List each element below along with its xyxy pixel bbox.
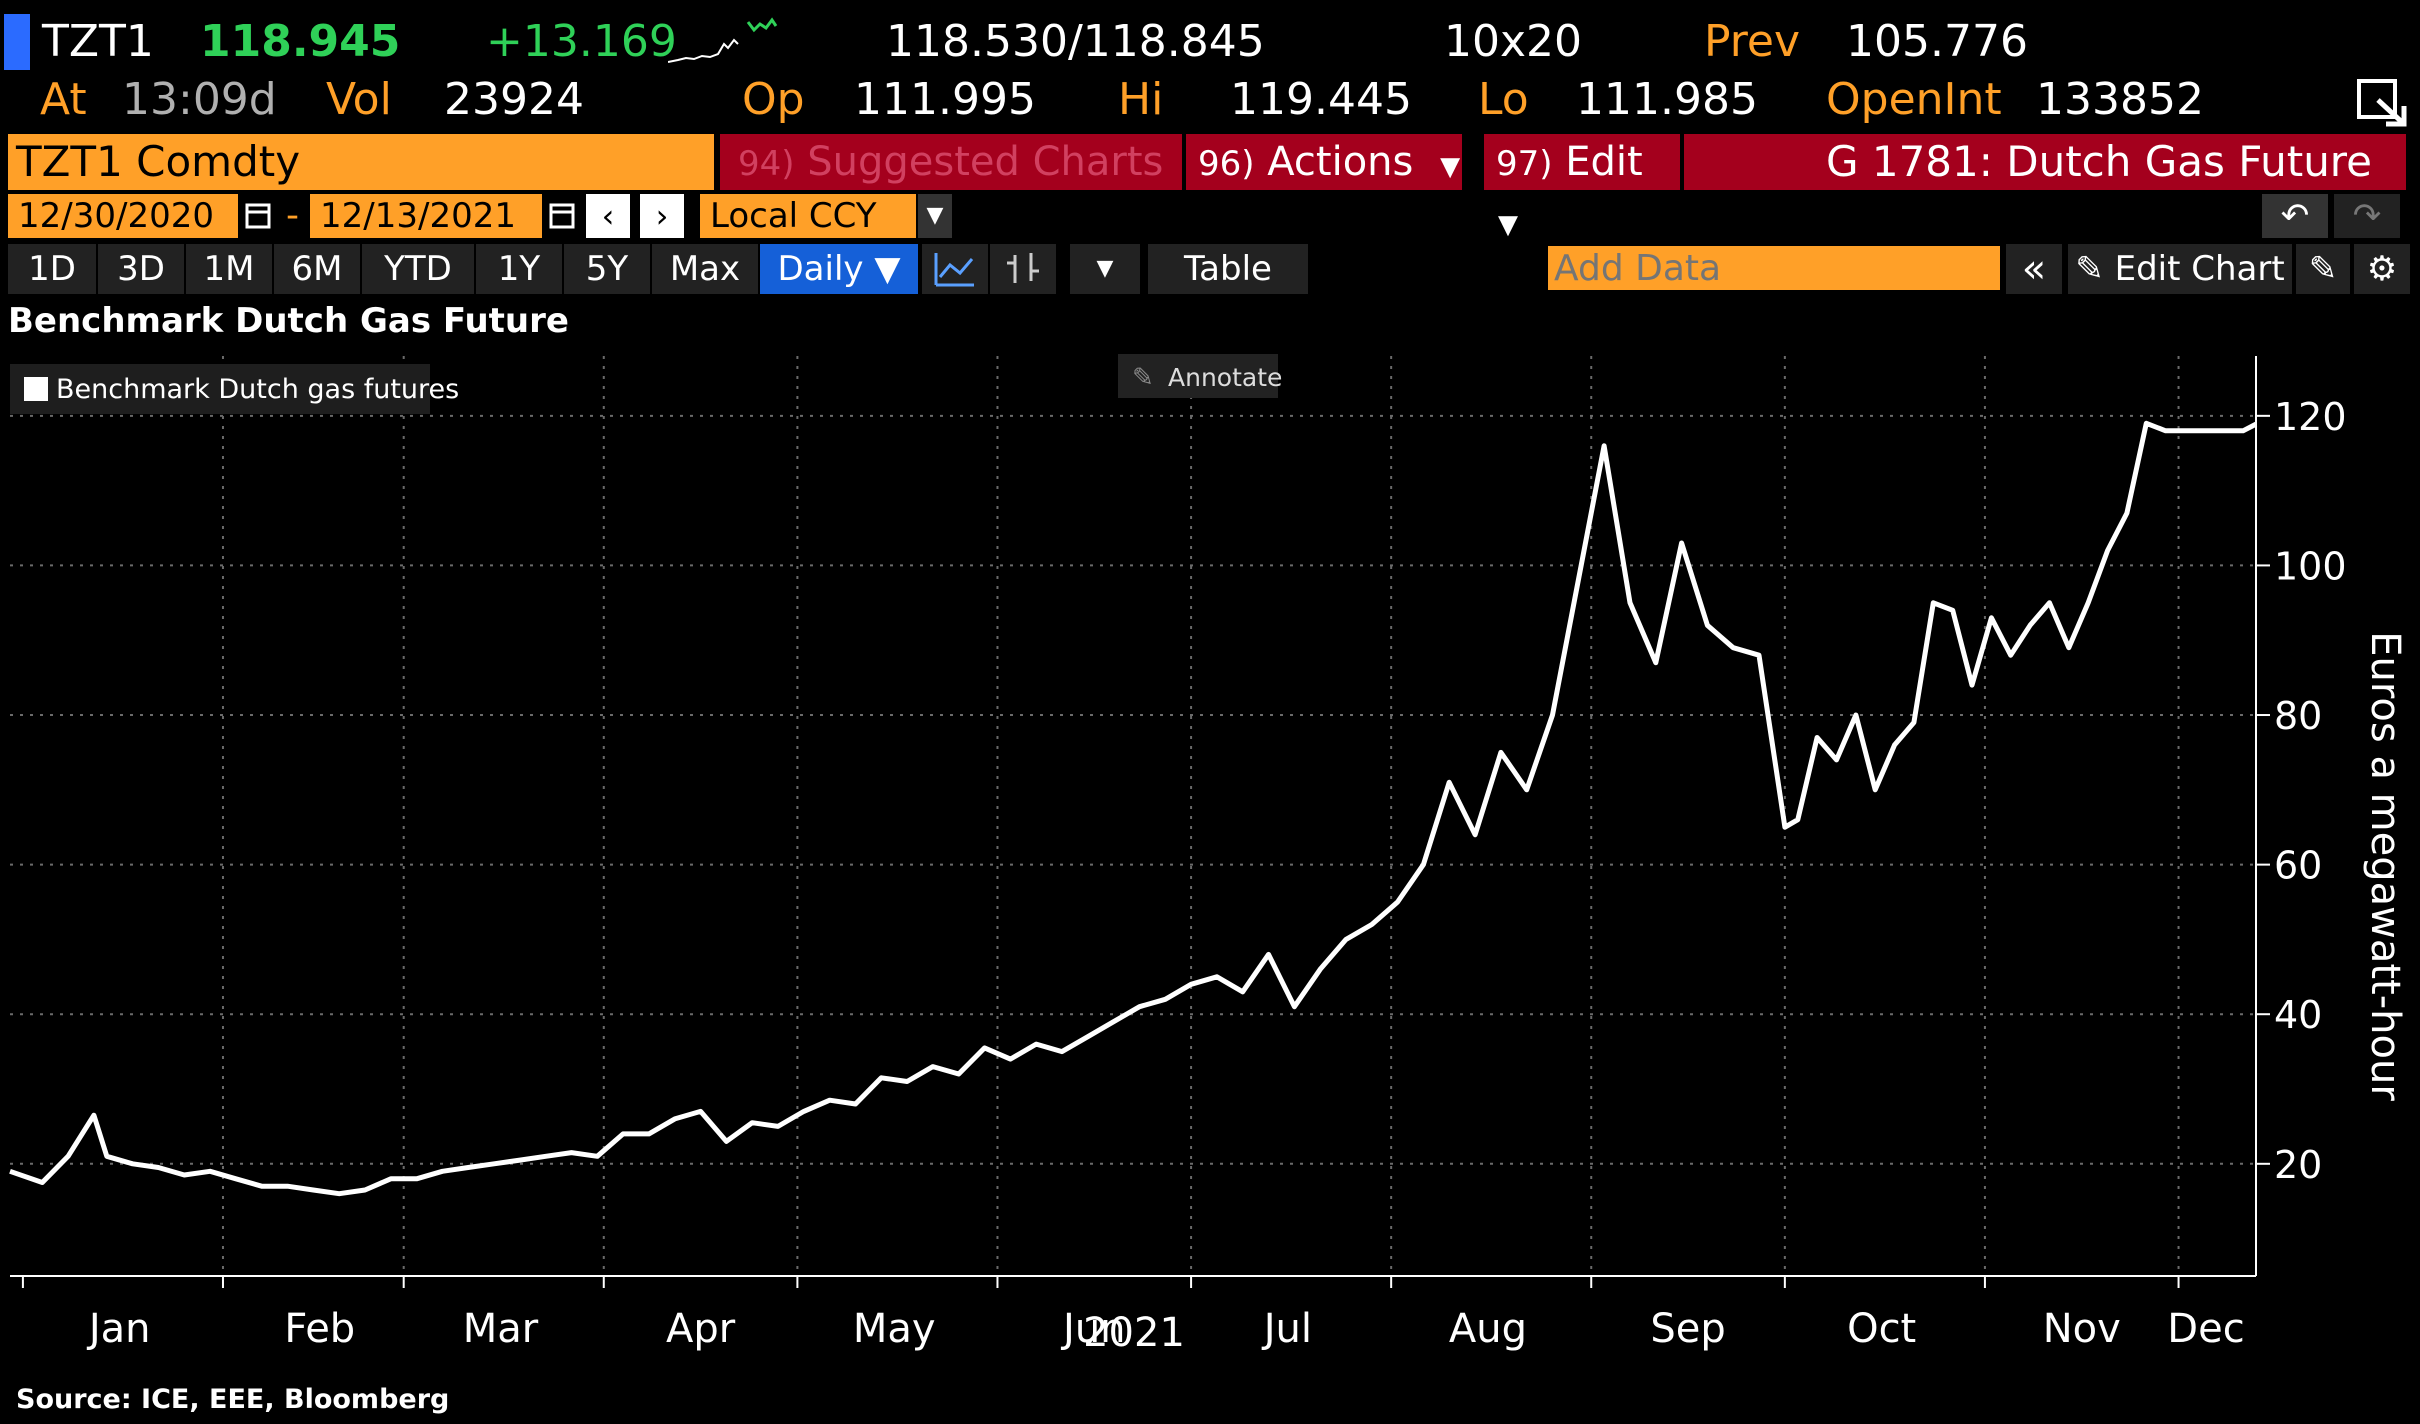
redo-icon[interactable]: ↷: [2334, 194, 2400, 238]
date-separator: -: [286, 195, 299, 236]
intraday-sparkline-icon: [668, 17, 778, 63]
range-1d[interactable]: 1D: [8, 244, 96, 294]
x-tick-label: Oct: [1847, 1306, 1916, 1352]
next-period-button[interactable]: ›: [640, 194, 684, 238]
range-max[interactable]: Max: [652, 244, 758, 294]
previous-period-button[interactable]: ‹: [586, 194, 630, 238]
start-calendar-icon[interactable]: [244, 200, 274, 232]
function-title: G 1781: Dutch Gas Future: [1684, 134, 2406, 190]
x-tick-label: Feb: [284, 1306, 355, 1352]
line-chart-icon[interactable]: [922, 244, 988, 294]
range-1m[interactable]: 1M: [186, 244, 272, 294]
high-label: Hi: [1118, 74, 1164, 125]
x-tick-label: May: [853, 1306, 936, 1352]
range-5y[interactable]: 5Y: [564, 244, 650, 294]
range-ytd[interactable]: YTD: [362, 244, 474, 294]
x-tick-label: Sep: [1650, 1306, 1725, 1352]
y-tick-label: 80: [2274, 694, 2322, 738]
y-axis-label: Euros a megawatt-hour: [2362, 631, 2408, 1101]
start-date-input[interactable]: 12/30/2020: [8, 194, 238, 238]
actions-menu[interactable]: 96) Actions ▼: [1186, 134, 1462, 190]
open-label: Op: [742, 74, 805, 125]
x-tick-label: Apr: [666, 1306, 736, 1352]
price-change: +13.169: [486, 16, 677, 67]
edit-chart-label: Edit Chart: [2114, 249, 2285, 289]
chart-title: Benchmark Dutch Gas Future: [8, 301, 569, 341]
end-date-input[interactable]: 12/13/2021: [310, 194, 542, 238]
add-data-input[interactable]: [1548, 246, 2000, 290]
openint-value: 133852: [2036, 74, 2204, 125]
end-calendar-icon[interactable]: [548, 200, 578, 232]
x-tick-label: Mar: [463, 1306, 539, 1352]
open-value: 111.995: [854, 74, 1036, 125]
y-tick-label: 40: [2274, 993, 2322, 1037]
prev-value: 105.776: [1846, 16, 2028, 67]
edit-label: Edit: [1565, 139, 1643, 185]
x-tick-label: Dec: [2167, 1306, 2244, 1352]
chart-type-caret-icon[interactable]: ▼: [1070, 244, 1140, 294]
suggested-charts-label: Suggested Charts: [807, 139, 1164, 185]
x-tick-label: Jan: [86, 1306, 151, 1352]
last-price: 118.945: [200, 16, 401, 67]
range-1y[interactable]: 1Y: [476, 244, 562, 294]
y-tick-label: 20: [2274, 1143, 2322, 1187]
legend: Benchmark Dutch gas futures: [10, 364, 459, 414]
edit-menu[interactable]: 97) Edit ▼: [1484, 134, 1680, 240]
x-axis-ticks: Jan Feb Mar Apr May Jun Jul Aug Sep Oct Nov Dec: [21, 1276, 2245, 1352]
low-label: Lo: [1478, 74, 1529, 125]
series-line-benchmark-dutch-gas: [9, 420, 2258, 1197]
suggested-charts-number: 94): [738, 144, 795, 184]
actions-number: 96): [1198, 144, 1255, 184]
expand-window-icon[interactable]: [2356, 78, 2408, 128]
low-value: 111.985: [1576, 74, 1758, 125]
edit-caret-icon: ▼: [1498, 210, 1518, 240]
y-axis-ticks: 20 40 60 80 100 120: [2256, 395, 2347, 1187]
chart-settings-edit-icon[interactable]: ✎: [2296, 244, 2350, 294]
range-6m[interactable]: 6M: [274, 244, 360, 294]
gear-icon[interactable]: ⚙: [2354, 244, 2410, 294]
high-value: 119.445: [1230, 74, 1412, 125]
annotate-button[interactable]: ✎ Annotate: [1118, 354, 1282, 398]
security-color-marker: [4, 14, 30, 70]
edit-number: 97): [1496, 144, 1553, 184]
y-tick-label: 100: [2274, 544, 2347, 588]
edit-chart-button[interactable]: ✎ Edit Chart: [2068, 244, 2292, 294]
at-time: 13:09d: [122, 74, 277, 125]
annotate-label: Annotate: [1168, 363, 1282, 392]
bid-ask: 118.530/118.845: [886, 16, 1265, 67]
collapse-panel-icon[interactable]: «: [2006, 244, 2062, 294]
x-axis-year-label: 2021: [1083, 1310, 1185, 1356]
vol-value: 23924: [444, 74, 584, 125]
x-tick-label: Aug: [1449, 1306, 1527, 1352]
security-field[interactable]: TZT1 Comdty: [8, 134, 714, 190]
price-chart[interactable]: 20 40 60 80 100 120 Jan Feb Mar Apr May Jun Jul Aug S…: [0, 346, 2420, 1356]
chart-grid: [10, 356, 2256, 1276]
suggested-charts-button[interactable]: 94) Suggested Charts: [720, 134, 1182, 190]
pencil-icon: ✎: [2075, 249, 2104, 289]
currency-caret-icon[interactable]: ▼: [918, 194, 952, 238]
undo-icon[interactable]: ↶: [2262, 194, 2328, 238]
table-button[interactable]: Table: [1148, 244, 1308, 294]
x-tick-label: Nov: [2043, 1306, 2121, 1352]
bar-chart-type-icon[interactable]: [990, 244, 1056, 294]
x-tick-label: Jun: [1060, 1306, 1126, 1352]
vol-label: Vol: [326, 74, 392, 125]
frequency-dropdown[interactable]: Daily ▼: [760, 244, 918, 294]
openint-label: OpenInt: [1826, 74, 2002, 125]
prev-label: Prev: [1704, 16, 1800, 67]
legend-label: Benchmark Dutch gas futures: [56, 374, 459, 405]
legend-swatch: [24, 377, 48, 401]
actions-caret-icon: ▼: [1440, 152, 1461, 182]
y-tick-label: 60: [2274, 844, 2322, 888]
y-tick-label: 120: [2274, 395, 2347, 439]
source-note: Source: ICE, EEE, Bloomberg: [16, 1384, 450, 1415]
annotate-pencil-icon: ✎: [1132, 363, 1154, 393]
bid-ask-size: 10x20: [1444, 16, 1583, 67]
range-3d[interactable]: 3D: [98, 244, 184, 294]
x-tick-label: Jul: [1261, 1306, 1312, 1352]
at-label: At: [40, 74, 87, 125]
actions-label: Actions: [1267, 139, 1414, 185]
currency-select[interactable]: Local CCY: [700, 194, 916, 238]
ticker-symbol[interactable]: TZT1: [42, 16, 154, 67]
